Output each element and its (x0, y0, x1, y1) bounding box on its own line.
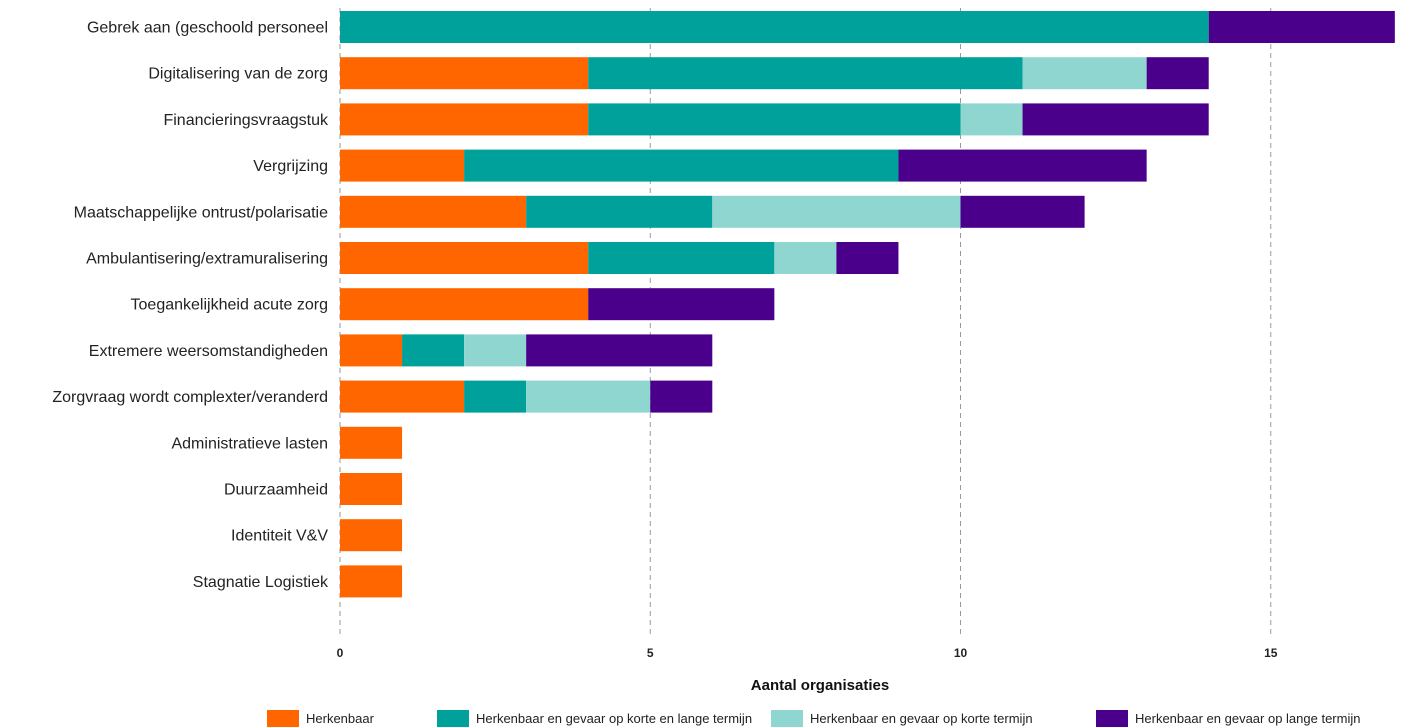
grid-lines (339, 8, 1272, 638)
bar-segment (588, 103, 961, 136)
bar-segment (340, 380, 465, 413)
bar-segment (464, 149, 899, 182)
bar-segment (340, 565, 403, 598)
x-tick-labels: 0 5 10 15 (337, 646, 1278, 660)
x-tick-label: 15 (1264, 646, 1278, 660)
bar-segment (1022, 57, 1147, 90)
bar-segment (402, 334, 465, 367)
bar-segment (340, 519, 403, 552)
bar-segment (1146, 57, 1209, 90)
legend-label: Herkenbaar (306, 711, 375, 726)
bar-segment (1208, 11, 1395, 43)
category-label: Stagnatie Logistiek (193, 574, 329, 591)
legend-swatch (437, 710, 469, 727)
legend-swatch (1096, 710, 1128, 727)
category-label: Toegankelijkheid acute zorg (131, 297, 328, 314)
category-label: Identiteit V&V (231, 528, 328, 545)
bar-segment (526, 380, 651, 413)
bar-segment (588, 57, 1023, 90)
bar-segment (464, 334, 527, 367)
bar-segment (774, 242, 837, 274)
legend-swatch (267, 710, 299, 727)
category-label: Ambulantisering/extramuralisering (86, 251, 328, 268)
bar-segment (340, 334, 403, 367)
x-axis-title: Aantal organisaties (751, 677, 889, 694)
bar-segment (340, 473, 403, 505)
category-label: Financieringsvraagstuk (163, 112, 329, 129)
x-tick-label: 10 (954, 646, 968, 660)
bar-segment (340, 149, 465, 182)
bar-segment (340, 57, 589, 90)
bar-segment (836, 242, 899, 274)
bar-segment (960, 195, 1085, 228)
bar-segment (588, 242, 775, 274)
bar-segment (340, 288, 589, 321)
bar-segment (650, 380, 713, 413)
bar-segment (526, 195, 713, 228)
x-tick-label: 0 (337, 646, 344, 660)
category-label: Extremere weersomstandigheden (89, 343, 328, 360)
category-label: Zorgvraag wordt complexter/veranderd (52, 389, 328, 406)
bar-segment (340, 242, 589, 274)
category-label: Administratieve lasten (171, 435, 328, 452)
bar-segment (898, 149, 1147, 182)
bar-segment (960, 103, 1023, 136)
bar-segment (464, 380, 527, 413)
bar-segment (526, 334, 713, 367)
category-label: Digitalisering van de zorg (148, 66, 328, 83)
category-label: Maatschappelijke ontrust/polarisatie (74, 204, 328, 221)
bar-segment (340, 11, 1209, 43)
bar-segment (340, 426, 403, 459)
legend-label: Herkenbaar en gevaar op lange termijn (1135, 711, 1360, 726)
bar-segment (340, 195, 527, 228)
bar-segment (588, 288, 775, 321)
category-labels: Gebrek aan (geschoold personeel Digitalis… (52, 20, 329, 591)
legend: Herkenbaar Herkenbaar en gevaar op korte … (267, 710, 1360, 727)
bar-segment (712, 195, 961, 228)
legend-label: Herkenbaar en gevaar op korte termijn (810, 711, 1033, 726)
category-label: Vergrijzing (253, 158, 328, 175)
x-tick-label: 5 (647, 646, 654, 660)
bars (340, 11, 1395, 598)
category-label: Gebrek aan (geschoold personeel (87, 20, 328, 37)
category-label: Duurzaamheid (224, 482, 328, 499)
legend-label: Herkenbaar en gevaar op korte en lange t… (476, 711, 752, 726)
bar-segment (340, 103, 589, 136)
legend-swatch (771, 710, 803, 727)
bar-segment (1022, 103, 1209, 136)
